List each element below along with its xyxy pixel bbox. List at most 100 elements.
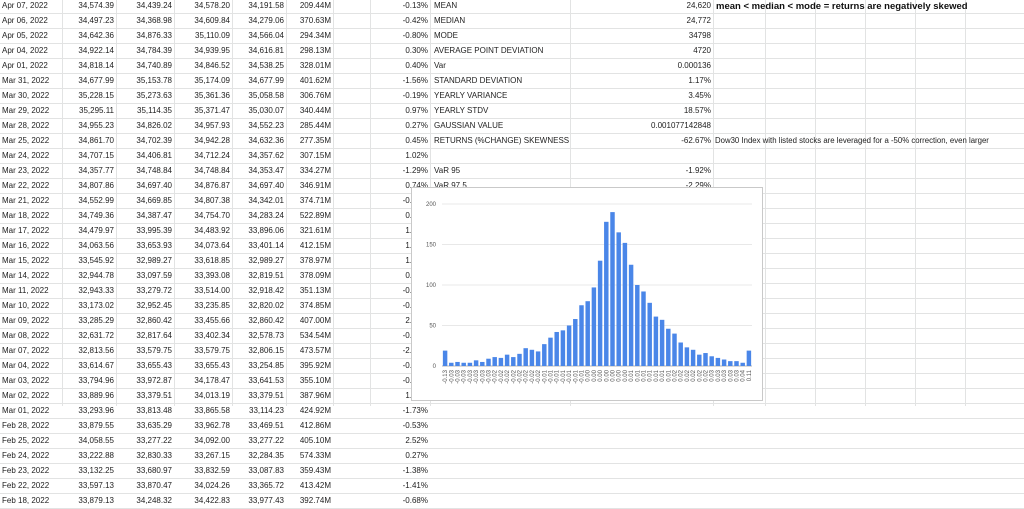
table-cell[interactable]: Mar 15, 2022 bbox=[2, 256, 50, 265]
histogram-bar[interactable] bbox=[697, 354, 702, 366]
table-cell[interactable]: 34,807.86 bbox=[78, 181, 114, 190]
histogram-bar[interactable] bbox=[678, 342, 683, 366]
table-cell[interactable]: 34,483.92 bbox=[194, 226, 230, 235]
histogram-bar[interactable] bbox=[610, 212, 615, 366]
table-cell[interactable]: Mar 04, 2022 bbox=[2, 361, 50, 370]
table-row[interactable]: Mar 31, 2022 34,677.99 35,153.78 35,174.09 3… bbox=[0, 74, 1024, 89]
table-cell[interactable]: 32,819.51 bbox=[248, 271, 284, 280]
table-cell[interactable]: 34,058.55 bbox=[78, 436, 114, 445]
table-row[interactable]: Apr 05, 2022 34,642.36 34,876.33 35,110.09 3… bbox=[0, 29, 1024, 44]
table-cell[interactable]: 306.76M bbox=[299, 91, 331, 100]
table-cell[interactable]: 34,406.81 bbox=[136, 151, 172, 160]
table-cell[interactable]: 33,889.96 bbox=[78, 391, 114, 400]
table-row[interactable]: Feb 18, 2022 33,879.13 34,248.32 34,422.83 3… bbox=[0, 494, 1024, 509]
table-cell[interactable]: 374.85M bbox=[299, 301, 331, 310]
histogram-bar[interactable] bbox=[535, 351, 541, 366]
table-cell[interactable]: 34,669.85 bbox=[136, 196, 172, 205]
table-cell[interactable]: 35,273.63 bbox=[136, 91, 172, 100]
table-cell[interactable]: Apr 06, 2022 bbox=[2, 16, 48, 25]
table-cell[interactable]: Apr 07, 2022 bbox=[2, 1, 48, 10]
table-cell[interactable]: 378.97M bbox=[299, 256, 331, 265]
histogram-bar[interactable] bbox=[480, 361, 485, 366]
histogram-bar[interactable] bbox=[473, 360, 479, 366]
table-cell[interactable]: 32,578.73 bbox=[248, 331, 284, 340]
table-cell[interactable]: -0.80% bbox=[402, 31, 428, 40]
histogram-bar[interactable] bbox=[560, 330, 566, 366]
table-cell[interactable]: 405.10M bbox=[299, 436, 331, 445]
table-cell[interactable]: 33,293.96 bbox=[78, 406, 114, 415]
table-cell[interactable]: 395.92M bbox=[299, 361, 331, 370]
table-cell[interactable]: Mar 24, 2022 bbox=[2, 151, 50, 160]
table-cell[interactable]: 33,618.85 bbox=[194, 256, 230, 265]
histogram-bar[interactable] bbox=[467, 362, 473, 366]
table-cell[interactable]: 34,566.04 bbox=[248, 31, 284, 40]
table-cell[interactable]: 412.86M bbox=[299, 421, 331, 430]
table-cell[interactable]: 34,748.84 bbox=[136, 166, 172, 175]
stat-label[interactable]: YEARLY STDV bbox=[434, 106, 489, 115]
table-cell[interactable]: 33,879.55 bbox=[78, 421, 114, 430]
table-cell[interactable]: Mar 17, 2022 bbox=[2, 226, 50, 235]
table-cell[interactable]: 0.74% bbox=[405, 181, 428, 190]
table-cell[interactable]: 34,697.40 bbox=[248, 181, 284, 190]
table-cell[interactable]: 34,342.01 bbox=[248, 196, 284, 205]
stat-value[interactable]: 24,772 bbox=[686, 16, 711, 25]
table-cell[interactable]: 32,813.56 bbox=[78, 346, 114, 355]
table-cell[interactable]: Mar 03, 2022 bbox=[2, 376, 50, 385]
table-cell[interactable]: 378.09M bbox=[299, 271, 331, 280]
stat-label[interactable]: YEARLY VARIANCE bbox=[434, 91, 508, 100]
table-cell[interactable]: 34,283.24 bbox=[248, 211, 284, 220]
table-row[interactable]: Apr 07, 2022 34,574.39 34,439.24 34,578.20 3… bbox=[0, 0, 1024, 14]
table-cell[interactable]: Mar 14, 2022 bbox=[2, 271, 50, 280]
table-cell[interactable]: 33,614.67 bbox=[78, 361, 114, 370]
stat-value[interactable]: -1.92% bbox=[685, 166, 711, 175]
stat-label[interactable]: MEDIAN bbox=[434, 16, 466, 25]
table-cell[interactable]: 321.61M bbox=[299, 226, 331, 235]
table-cell[interactable]: 34,552.99 bbox=[78, 196, 114, 205]
table-cell[interactable]: 33,277.22 bbox=[248, 436, 284, 445]
table-cell[interactable]: 32,944.78 bbox=[78, 271, 114, 280]
histogram-bar[interactable] bbox=[449, 362, 454, 366]
table-cell[interactable]: 413.42M bbox=[299, 481, 331, 490]
histogram-bar[interactable] bbox=[721, 359, 727, 366]
histogram-bar[interactable] bbox=[690, 349, 696, 366]
table-cell[interactable]: 35,058.58 bbox=[248, 91, 284, 100]
table-cell[interactable]: -1.29% bbox=[402, 166, 428, 175]
table-cell[interactable]: 0.30% bbox=[405, 46, 428, 55]
stat-label[interactable]: VaR 97.5 bbox=[434, 181, 467, 190]
table-cell[interactable]: Mar 08, 2022 bbox=[2, 331, 50, 340]
histogram-bar[interactable] bbox=[492, 357, 497, 366]
table-row[interactable]: Feb 25, 2022 34,058.55 33,277.22 34,092.00 3… bbox=[0, 434, 1024, 449]
table-cell[interactable]: -0.42% bbox=[402, 16, 428, 25]
table-cell[interactable]: Mar 16, 2022 bbox=[2, 241, 50, 250]
table-cell[interactable]: 34,422.83 bbox=[194, 496, 230, 505]
table-cell[interactable]: 34,357.62 bbox=[248, 151, 284, 160]
table-cell[interactable]: 392.74M bbox=[299, 496, 331, 505]
table-cell[interactable]: 33,173.02 bbox=[78, 301, 114, 310]
table-cell[interactable]: -1.56% bbox=[402, 76, 428, 85]
table-cell[interactable]: -1.73% bbox=[402, 406, 428, 415]
table-row[interactable]: Feb 22, 2022 33,597.13 33,870.47 34,024.26 3… bbox=[0, 479, 1024, 494]
table-cell[interactable]: 33,995.39 bbox=[136, 226, 172, 235]
table-cell[interactable]: 33,680.97 bbox=[136, 466, 172, 475]
table-cell[interactable]: 0.27% bbox=[405, 121, 428, 130]
table-cell[interactable]: 34,754.70 bbox=[194, 211, 230, 220]
histogram-bar[interactable] bbox=[486, 358, 491, 366]
table-cell[interactable]: 33,879.13 bbox=[78, 496, 114, 505]
histogram-bar[interactable] bbox=[715, 357, 721, 366]
table-cell[interactable]: 34,642.36 bbox=[78, 31, 114, 40]
table-row[interactable]: Mar 29, 2022 35,295.11 35,114.35 35,371.47 3… bbox=[0, 104, 1024, 119]
table-cell[interactable]: 1.02% bbox=[405, 151, 428, 160]
table-cell[interactable]: 33,597.13 bbox=[78, 481, 114, 490]
table-cell[interactable]: Mar 30, 2022 bbox=[2, 91, 50, 100]
stat-value[interactable] bbox=[574, 149, 711, 164]
stat-value[interactable]: 18.57% bbox=[683, 106, 711, 115]
table-cell[interactable]: 35,174.09 bbox=[194, 76, 230, 85]
table-cell[interactable]: 34,552.23 bbox=[248, 121, 284, 130]
table-cell[interactable]: 33,896.06 bbox=[248, 226, 284, 235]
table-cell[interactable]: 34,353.47 bbox=[248, 166, 284, 175]
table-cell[interactable]: 33,235.85 bbox=[194, 301, 230, 310]
table-cell[interactable]: 34,092.00 bbox=[194, 436, 230, 445]
table-cell[interactable]: 32,943.33 bbox=[78, 286, 114, 295]
table-cell[interactable]: 34,073.64 bbox=[194, 241, 230, 250]
table-cell[interactable]: 33,279.72 bbox=[136, 286, 172, 295]
